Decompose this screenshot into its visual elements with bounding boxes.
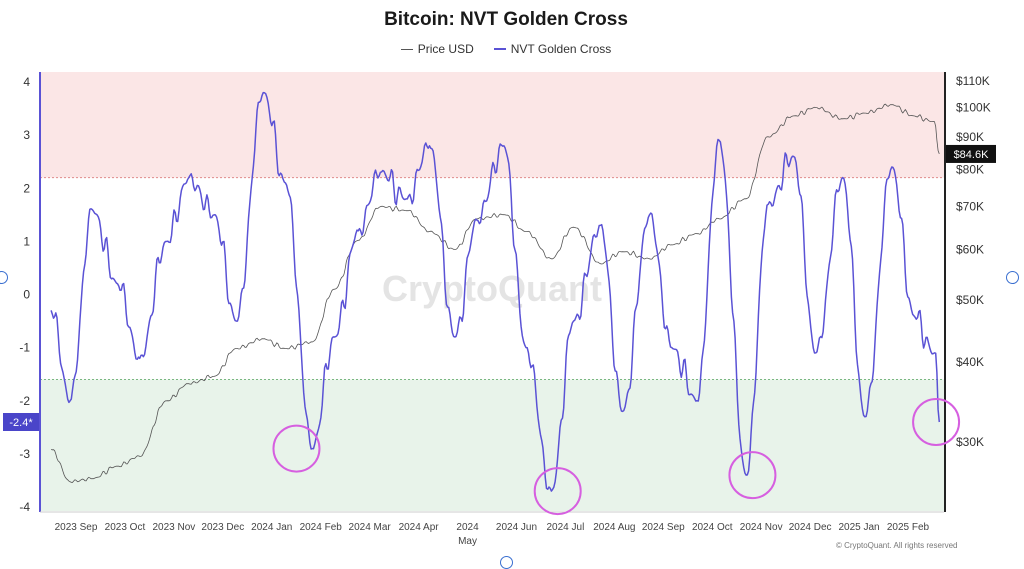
x-tick-label: 2023 Dec [201, 522, 244, 533]
y-left-tick-label: -2 [19, 394, 30, 408]
current-value-badge-left [3, 413, 39, 431]
x-tick-label: 2023 Nov [152, 522, 195, 533]
y-left-tick-label: 0 [23, 288, 30, 302]
legend-label-price: Price USD [417, 42, 474, 56]
y-right-tick-label: $30K [956, 435, 984, 449]
x-tick-label: 2024 Dec [789, 522, 832, 533]
highlight-circle [272, 424, 321, 473]
y-left-tick-label: 2 [23, 181, 30, 195]
chart-legend: Price USD NVT Golden Cross [0, 42, 1012, 56]
x-tick-label: 2024 Jul [547, 522, 585, 533]
y-right-tick-label: $100K [956, 100, 991, 114]
x-tick-label: 2024 Jun [496, 522, 537, 533]
series-line-price-usd [51, 103, 940, 483]
x-tick-label: 2024 [456, 522, 479, 533]
x-tick-label: 2024 Feb [300, 522, 343, 533]
current-value-badge-right [946, 144, 996, 163]
legend-item-nvt[interactable]: NVT Golden Cross [493, 42, 612, 56]
y-left-tick-label: -4 [19, 500, 30, 514]
zone-overheated [40, 72, 944, 178]
legend-label-nvt: NVT Golden Cross [510, 42, 612, 56]
highlight-circle [533, 467, 582, 516]
y-left-tick-label: -3 [19, 447, 30, 461]
x-tick-label: 2024 Aug [593, 522, 635, 533]
current-value-label-left: -2.4* [9, 417, 33, 429]
x-tick-label: 2025 Feb [887, 522, 930, 533]
y-left-tick-label: 3 [23, 128, 30, 142]
x-tick-label: 2024 Apr [399, 522, 440, 533]
watermark: CryptoQuant [382, 268, 602, 309]
copyright-text: © CryptoQuant. All rights reserved [836, 541, 958, 550]
y-left-tick-label: 4 [23, 75, 30, 89]
x-tick-label: 2024 Mar [349, 522, 392, 533]
x-tick-label: 2024 Jan [251, 522, 292, 533]
x-tick-label: 2024 Oct [692, 522, 733, 533]
x-tick-label: 2023 Sep [55, 522, 98, 533]
y-right-tick-label: $60K [956, 242, 984, 256]
y-left-tick-label: -1 [19, 341, 30, 355]
series-line-nvt-golden-cross [50, 91, 941, 492]
y-right-tick-label: $70K [956, 200, 984, 214]
x-tick-label: 2024 Nov [740, 522, 783, 533]
y-right-tick-label: $50K [956, 293, 984, 307]
right-edge-handle[interactable] [1006, 271, 1019, 284]
legend-item-price[interactable]: Price USD [400, 42, 474, 56]
bottom-edge-handle[interactable] [500, 556, 513, 569]
zone-undervalued [40, 379, 944, 511]
y-right-tick-label: $110K [956, 74, 990, 88]
chart-title: Bitcoin: NVT Golden Cross [384, 9, 628, 30]
highlight-circle [728, 451, 777, 500]
x-tick-label: 2023 Oct [105, 522, 146, 533]
x-tick-label: May [458, 536, 477, 547]
y-right-tick-label: $90K [956, 130, 984, 144]
x-tick-label: 2025 Jan [838, 522, 879, 533]
legend-swatch-price [400, 48, 413, 50]
current-value-label-right: $84.6K [954, 149, 990, 161]
y-right-tick-label: $40K [956, 355, 984, 369]
legend-swatch-nvt [493, 48, 506, 50]
highlight-circle [912, 398, 961, 446]
x-tick-label: 2024 Sep [642, 522, 685, 533]
y-left-tick-label: 1 [23, 234, 30, 248]
left-edge-handle[interactable] [0, 271, 8, 284]
y-right-tick-label: $80K [956, 162, 984, 176]
